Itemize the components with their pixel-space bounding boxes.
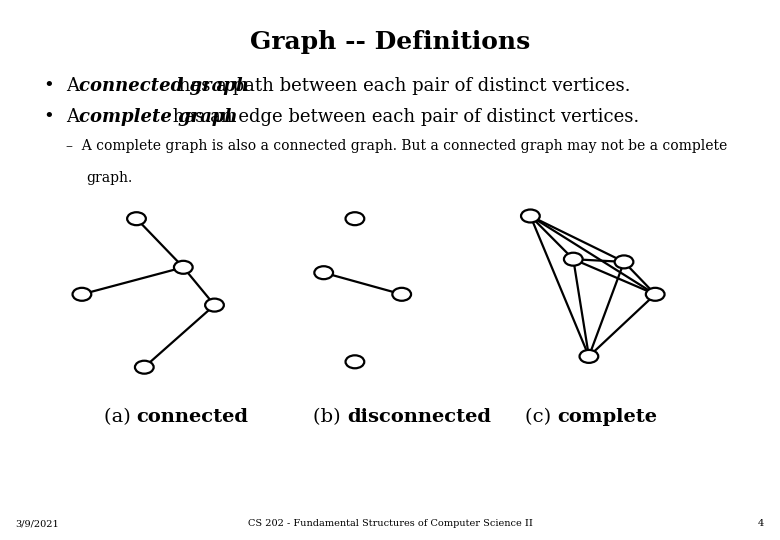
Circle shape	[580, 350, 598, 363]
Text: •: •	[43, 77, 54, 94]
Text: –  A complete graph is also a connected graph. But a connected graph may not be : – A complete graph is also a connected g…	[66, 139, 728, 153]
Text: •: •	[43, 108, 54, 126]
Circle shape	[135, 361, 154, 374]
Text: Graph -- Definitions: Graph -- Definitions	[250, 30, 530, 53]
Text: has a path between each pair of distinct vertices.: has a path between each pair of distinct…	[173, 77, 631, 94]
Text: 3/9/2021: 3/9/2021	[16, 519, 59, 528]
Text: has an edge between each pair of distinct vertices.: has an edge between each pair of distinc…	[167, 108, 639, 126]
Circle shape	[346, 212, 364, 225]
Circle shape	[205, 299, 224, 312]
Text: CS 202 - Fundamental Structures of Computer Science II: CS 202 - Fundamental Structures of Compu…	[247, 519, 533, 528]
Text: A: A	[66, 77, 85, 94]
Text: (a): (a)	[104, 408, 136, 426]
Text: complete: complete	[558, 408, 658, 426]
Circle shape	[521, 210, 540, 222]
Text: (b): (b)	[314, 408, 347, 426]
Text: graph.: graph.	[86, 171, 132, 185]
Circle shape	[346, 355, 364, 368]
Circle shape	[127, 212, 146, 225]
Text: 4: 4	[758, 519, 764, 528]
Circle shape	[615, 255, 633, 268]
Text: complete graph: complete graph	[79, 108, 237, 126]
Circle shape	[392, 288, 411, 301]
Circle shape	[564, 253, 583, 266]
Text: (c): (c)	[525, 408, 558, 426]
Text: connected: connected	[136, 408, 249, 426]
Text: connected graph: connected graph	[79, 77, 249, 94]
Text: disconnected: disconnected	[347, 408, 491, 426]
Circle shape	[646, 288, 665, 301]
Circle shape	[314, 266, 333, 279]
Circle shape	[174, 261, 193, 274]
Text: A: A	[66, 108, 85, 126]
Circle shape	[73, 288, 91, 301]
